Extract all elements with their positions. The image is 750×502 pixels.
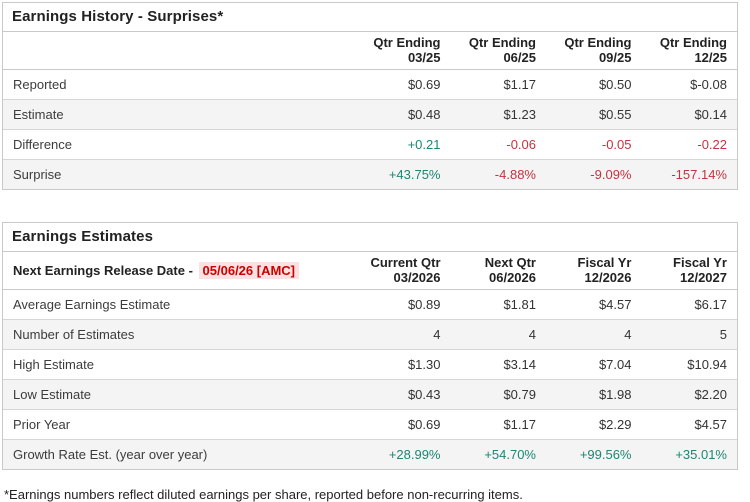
row-label-low-estimate: Low Estimate [3,379,355,410]
history-header-spacer [3,32,355,70]
cell-value: 4 [546,319,642,350]
estimates-col-header: Current Qtr 03/2026 [355,252,451,290]
table-row: Difference +0.21 -0.06 -0.05 -0.22 [3,129,737,160]
cell-value: $0.55 [546,99,642,130]
cell-value: $0.50 [546,69,642,100]
cell-value: +43.75% [388,167,441,182]
cell-value: $0.79 [450,379,546,410]
table-row: High Estimate $1.30 $3.14 $7.04 $10.94 [3,349,737,380]
table-row: Average Earnings Estimate $0.89 $1.81 $4… [3,289,737,320]
earnings-estimates-title: Earnings Estimates [3,223,737,252]
table-row: Estimate $0.48 $1.23 $0.55 $0.14 [3,99,737,130]
table-row: Growth Rate Est. (year over year) +28.99… [3,439,737,469]
cell-value: -0.06 [450,129,546,160]
row-label-reported: Reported [3,69,355,100]
cell-value: +0.21 [355,129,451,160]
cell-value: $1.81 [450,289,546,320]
cell-value: -0.05 [546,129,642,160]
estimates-col-header: Next Qtr 06/2026 [450,252,546,290]
estimates-col-header: Fiscal Yr 12/2027 [641,252,737,290]
cell-value: $1.23 [450,99,546,130]
table-row: Number of Estimates 4 4 4 5 [3,319,737,350]
estimates-col-header: Fiscal Yr 12/2026 [546,252,642,290]
estimates-header-row: Next Earnings Release Date - 05/06/26 [A… [3,252,737,290]
cell-value: 4 [450,319,546,350]
earnings-history-table: Qtr Ending 03/25 Qtr Ending 06/25 Qtr Endi… [3,32,737,189]
earnings-estimates-table: Next Earnings Release Date - 05/06/26 [A… [3,252,737,469]
row-label-surprise: Surprise [13,167,62,182]
row-label-average-earnings-estimate: Average Earnings Estimate [3,289,355,320]
cell-value: +54.70% [484,447,536,462]
cell-value: -4.88% [494,167,536,182]
cell-value: $0.43 [355,379,451,410]
row-label-high-estimate: High Estimate [3,349,355,380]
table-row: Surprise +43.75% -4.88% -9.09% -157.14% [3,159,737,189]
cell-value: $6.17 [641,289,737,320]
earnings-footnote: *Earnings numbers reflect diluted earnin… [4,487,523,502]
table-row: Reported $0.69 $1.17 $0.50 $-0.08 [3,69,737,100]
cell-value: $1.30 [355,349,451,380]
row-label-prior-year: Prior Year [3,409,355,440]
cell-value: $4.57 [546,289,642,320]
release-date: 05/06/26 [AMC] [198,261,300,279]
cell-value: -0.22 [641,129,737,160]
cell-value: $2.20 [641,379,737,410]
earnings-history-section: Earnings History - Surprises* Qtr Ending… [2,2,738,190]
row-label-estimate: Estimate [3,99,355,130]
cell-value: $0.48 [355,99,451,130]
cell-value: $3.14 [450,349,546,380]
cell-value: -157.14% [671,167,727,182]
earnings-history-title: Earnings History - Surprises* [3,3,737,32]
cell-value: $2.29 [546,409,642,440]
cell-value: +99.56% [579,447,632,462]
cell-value: 4 [355,319,451,350]
history-col-header: Qtr Ending 03/25 [355,32,451,70]
table-row: Low Estimate $0.43 $0.79 $1.98 $2.20 [3,379,737,410]
cell-value: $7.04 [546,349,642,380]
history-col-header: Qtr Ending 12/25 [641,32,737,70]
cell-value: $1.17 [450,409,546,440]
cell-value: $4.57 [641,409,737,440]
row-label-number-of-estimates: Number of Estimates [3,319,355,350]
next-earnings-release: Next Earnings Release Date - 05/06/26 [A… [3,252,355,290]
history-col-header: Qtr Ending 06/25 [450,32,546,70]
release-date-label: Next Earnings Release Date - [13,262,193,278]
cell-value: $1.17 [450,69,546,100]
cell-value: $0.89 [355,289,451,320]
cell-value: $-0.08 [641,69,737,100]
cell-value: $10.94 [641,349,737,380]
history-header-row: Qtr Ending 03/25 Qtr Ending 06/25 Qtr Endi… [3,32,737,70]
table-row: Prior Year $0.69 $1.17 $2.29 $4.57 [3,409,737,440]
cell-value: $1.98 [546,379,642,410]
cell-value: 5 [641,319,737,350]
row-label-growth-rate-est: Growth Rate Est. (year over year) [13,447,208,462]
cell-value: +35.01% [675,447,727,462]
cell-value: $0.69 [355,69,451,100]
earnings-estimates-section: Earnings Estimates Next Earnings Release… [2,222,738,470]
cell-value: -9.09% [590,167,632,182]
cell-value: $0.69 [355,409,451,440]
history-col-header: Qtr Ending 09/25 [546,32,642,70]
row-label-difference: Difference [3,129,355,160]
cell-value: $0.14 [641,99,737,130]
cell-value: +28.99% [388,447,441,462]
